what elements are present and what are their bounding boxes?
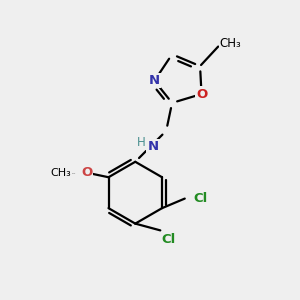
Text: O: O [196, 88, 207, 100]
Text: H: H [137, 136, 146, 149]
Text: N: N [148, 140, 159, 153]
Text: CH₃: CH₃ [220, 38, 242, 50]
Text: O: O [81, 167, 92, 179]
Text: methoxy: methoxy [69, 172, 76, 174]
Text: Cl: Cl [162, 233, 176, 246]
Text: Cl: Cl [194, 192, 208, 205]
Text: CH₃: CH₃ [51, 168, 71, 178]
Text: N: N [149, 74, 160, 87]
